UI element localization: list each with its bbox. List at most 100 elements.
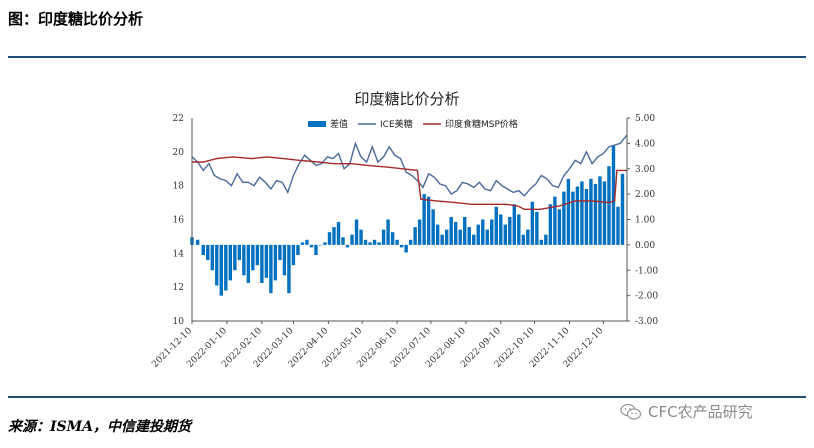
diff-bar bbox=[580, 181, 584, 245]
diff-bar bbox=[539, 239, 544, 245]
diff-bar bbox=[381, 229, 386, 245]
diff-bar bbox=[454, 222, 458, 245]
diff-bar bbox=[611, 145, 616, 245]
diff-bar bbox=[553, 196, 557, 245]
diff-bar bbox=[490, 219, 494, 245]
diff-bar bbox=[422, 194, 426, 245]
diff-bar bbox=[521, 234, 526, 245]
diff-bar bbox=[494, 206, 498, 245]
right-tick-label: 1.00 bbox=[635, 216, 655, 226]
diff-bar bbox=[287, 244, 291, 294]
diff-bar bbox=[372, 239, 377, 245]
diff-bar bbox=[435, 224, 440, 245]
legend-label-msp: 印度食糖MSP价格 bbox=[445, 118, 518, 130]
diff-bar bbox=[354, 219, 359, 245]
diff-bar bbox=[607, 166, 611, 245]
diff-bar bbox=[323, 242, 327, 245]
diff-bar bbox=[530, 201, 535, 245]
diff-bar bbox=[260, 244, 264, 283]
legend-label-ice: ICE美糖 bbox=[380, 118, 413, 130]
left-tick-label: 20 bbox=[173, 148, 185, 158]
diff-bar bbox=[291, 244, 296, 266]
diff-bar bbox=[242, 244, 246, 276]
diff-bars bbox=[190, 145, 625, 296]
left-tick-label: 18 bbox=[173, 182, 185, 192]
diff-bar bbox=[499, 214, 503, 245]
diff-bar bbox=[318, 244, 323, 246]
diff-bar bbox=[327, 232, 332, 245]
watermark-text: CFC农产品研究 bbox=[648, 403, 753, 421]
diff-bar bbox=[278, 244, 282, 261]
diff-bar bbox=[215, 244, 219, 286]
diff-bar bbox=[548, 204, 553, 245]
diff-bar bbox=[463, 216, 467, 245]
left-tick-label: 22 bbox=[173, 114, 184, 124]
diff-bar bbox=[593, 183, 598, 245]
right-tick-label: 0.00 bbox=[635, 241, 655, 251]
diff-bar bbox=[201, 244, 205, 256]
diff-bar bbox=[512, 204, 517, 245]
left-tick-label: 10 bbox=[173, 317, 185, 327]
diff-bar bbox=[562, 191, 566, 245]
diff-bar bbox=[449, 216, 453, 245]
diff-bar bbox=[566, 178, 571, 245]
diff-bar bbox=[251, 244, 255, 271]
diff-bar bbox=[300, 242, 305, 245]
diff-bar bbox=[359, 229, 363, 245]
diff-bar bbox=[598, 176, 602, 245]
right-tick-label: -1.00 bbox=[635, 266, 658, 276]
diff-bar bbox=[584, 189, 589, 245]
left-tick-label: 16 bbox=[173, 216, 185, 226]
bottom-divider bbox=[8, 396, 806, 398]
diff-bar bbox=[246, 244, 251, 283]
legend-swatch-diff bbox=[308, 121, 326, 127]
diff-bar bbox=[332, 227, 336, 245]
diff-bar bbox=[458, 229, 462, 245]
diff-bar bbox=[233, 244, 237, 271]
right-tick-label: -2.00 bbox=[635, 292, 658, 302]
right-tick-label: 5.00 bbox=[635, 114, 655, 124]
top-divider bbox=[8, 56, 806, 58]
diff-bar bbox=[485, 229, 489, 245]
diff-bar bbox=[476, 224, 480, 245]
india-msp-line bbox=[192, 156, 627, 211]
diff-bar bbox=[228, 244, 233, 281]
diff-bar bbox=[363, 239, 368, 245]
diff-bar bbox=[350, 234, 354, 245]
source-note: 来源：ISMA，中信建投期货 bbox=[8, 419, 192, 435]
diff-bar bbox=[508, 216, 512, 245]
diff-bar bbox=[377, 242, 381, 245]
price-lines bbox=[191, 134, 628, 211]
right-tick-label: -3.00 bbox=[635, 317, 658, 327]
legend-label-diff: 差值 bbox=[330, 118, 348, 130]
diff-bar bbox=[413, 227, 417, 245]
diff-bar bbox=[408, 239, 413, 245]
diff-bar bbox=[535, 211, 539, 245]
diff-bar bbox=[431, 209, 435, 245]
diff-bar bbox=[481, 219, 485, 245]
chart-title: 印度糖比价分析 bbox=[354, 90, 459, 108]
diff-bar bbox=[399, 244, 404, 248]
diff-bar bbox=[589, 178, 593, 245]
diff-bar bbox=[210, 244, 214, 271]
left-tick-label: 12 bbox=[173, 283, 184, 293]
wechat-icon bbox=[620, 403, 642, 420]
diff-bar bbox=[255, 244, 260, 266]
diff-bar bbox=[296, 244, 300, 256]
diff-bar bbox=[264, 244, 269, 278]
diff-bar bbox=[386, 219, 390, 245]
diff-bar bbox=[273, 244, 278, 281]
diff-bar bbox=[417, 219, 422, 245]
chart-legend: 差值 ICE美糖 印度食糖MSP价格 bbox=[308, 118, 518, 130]
diff-bar bbox=[467, 227, 471, 245]
right-tick-label: 3.00 bbox=[635, 165, 655, 175]
diff-bar bbox=[472, 234, 476, 245]
ice-sugar-line bbox=[191, 134, 628, 197]
figure-title: 图：印度糖比价分析 bbox=[8, 10, 144, 28]
diff-bar bbox=[616, 206, 620, 245]
right-tick-label: 2.00 bbox=[635, 190, 655, 200]
diff-bar bbox=[517, 214, 521, 245]
diff-bar bbox=[571, 191, 575, 245]
diff-bar bbox=[575, 186, 580, 245]
left-tick-label: 14 bbox=[173, 249, 185, 259]
